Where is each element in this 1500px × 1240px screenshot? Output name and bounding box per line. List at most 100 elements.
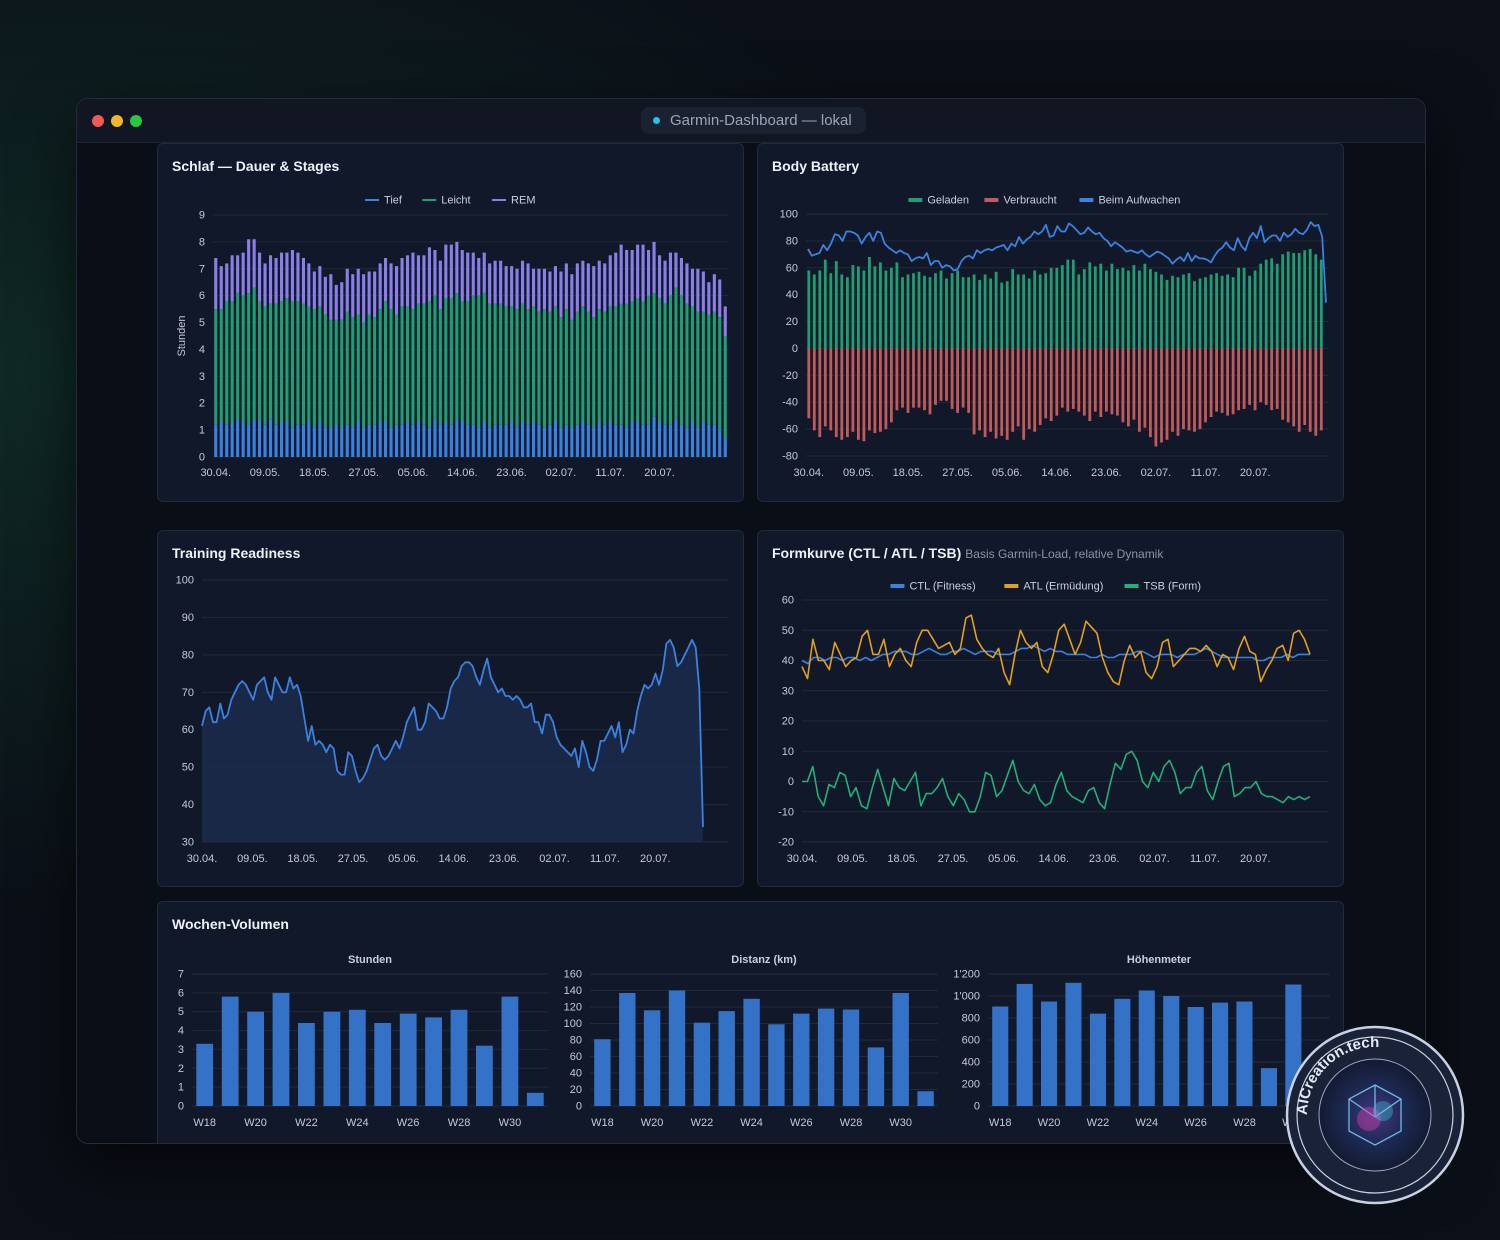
weekly-bar <box>526 1092 544 1106</box>
bb-spent-bar <box>1077 348 1081 412</box>
minimize-window-button[interactable] <box>111 115 123 127</box>
sleep-bar-tief <box>641 424 645 457</box>
ready-ytick-label: 80 <box>182 649 194 661</box>
sleep-bar-tief <box>427 427 431 457</box>
bb-charged-bar <box>1005 281 1009 349</box>
form-xtick-label: 27.05. <box>938 853 969 865</box>
sleep-bar-tief <box>395 424 399 457</box>
sleep-bar-leicht <box>575 311 579 425</box>
sleep-bar-tief <box>581 422 585 457</box>
sleep-legend-label: Tief <box>384 195 403 207</box>
sleep-bar-leicht <box>247 293 251 425</box>
sleep-bar-rem <box>334 284 338 320</box>
sleep-bar-rem <box>674 252 678 288</box>
bb-charged-bar <box>851 265 855 349</box>
bb-spent-bar <box>989 348 992 432</box>
bb-charged-bar <box>972 274 976 349</box>
weekly-bar <box>842 1009 860 1106</box>
bb-spent-bar <box>1281 348 1285 420</box>
bb-spent-bar <box>1248 348 1251 405</box>
bb-spent-bar <box>1038 348 1042 425</box>
sleep-bar-leicht <box>280 301 284 422</box>
bb-charged-bar <box>901 277 904 349</box>
bb-spent-bar <box>1231 348 1235 415</box>
bb-charged-bar <box>1132 265 1136 349</box>
bb-charged-bar <box>1182 274 1185 349</box>
bb-charged-bar <box>857 266 860 349</box>
sleep-bar-leicht <box>323 314 327 428</box>
bb-charged-bar <box>961 277 965 349</box>
sleep-bar-leicht <box>351 317 355 428</box>
bb-spent-bar <box>890 348 893 423</box>
bb-charged-bar <box>1143 263 1147 349</box>
sleep-bar-rem <box>269 255 273 304</box>
weekly-xtick-label: W22 <box>691 1117 714 1129</box>
close-window-button[interactable] <box>92 115 104 127</box>
weekly-xtick-label: W18 <box>591 1117 614 1129</box>
bb-charged-bar <box>840 274 844 349</box>
form-ytick-label: 40 <box>782 655 794 667</box>
form-legend-label: TSB (Form) <box>1144 581 1201 593</box>
ready-ytick-label: 40 <box>182 799 194 811</box>
bb-charged-bar <box>1066 259 1070 349</box>
bb-spent-bar <box>1105 348 1108 412</box>
bb-spent-bar <box>978 348 981 431</box>
sleep-bar-rem <box>422 255 426 304</box>
form-ytick-label: -20 <box>778 837 794 849</box>
title-bar: Garmin-Dashboard — lokal <box>77 99 1425 143</box>
bb-charged-bar <box>1105 270 1108 349</box>
bb-ytick-label: 40 <box>786 289 798 301</box>
weekly-xtick-label: W24 <box>740 1117 763 1129</box>
sleep-bar-tief <box>608 422 612 457</box>
bb-charged-bar <box>1275 263 1279 349</box>
bb-spent-bar <box>829 348 833 431</box>
sleep-bar-rem <box>274 258 278 304</box>
weekly-bar <box>892 993 909 1106</box>
sleep-bar-leicht <box>219 309 223 422</box>
sleep-bar-rem <box>707 282 711 315</box>
weekly-xtick-label: W24 <box>1135 1117 1158 1129</box>
sleep-bar-leicht <box>663 303 667 425</box>
bb-spent-bar <box>1193 348 1196 432</box>
sleep-bar-rem <box>345 268 349 312</box>
weekly-bar <box>1089 1013 1106 1106</box>
sleep-bar-rem <box>455 241 459 293</box>
sleep-bar-rem <box>263 263 267 307</box>
sleep-bar-rem <box>570 274 574 320</box>
weekly-0-ytick-label: 3 <box>178 1044 184 1056</box>
ready-xtick-label: 27.05. <box>338 853 369 865</box>
form-xtick-label: 09.05. <box>837 853 868 865</box>
bb-charged-bar <box>1176 277 1180 349</box>
sleep-bar-tief <box>367 424 371 457</box>
sleep-bar-tief <box>307 422 311 457</box>
sleep-bar-leicht <box>340 319 344 428</box>
bb-spent-bar <box>1314 348 1318 436</box>
bb-spent-bar <box>939 348 943 401</box>
status-dot-icon <box>653 117 660 124</box>
sleep-bar-tief <box>362 427 366 457</box>
sleep-panel-title: Schlaf — Dauer & Stages <box>172 158 340 174</box>
sleep-bar-tief <box>406 422 410 457</box>
weekly-1-ytick-label: 60 <box>570 1051 582 1063</box>
weekly-bar <box>643 1010 661 1106</box>
sleep-bar-rem <box>482 252 486 293</box>
sleep-bar-leicht <box>532 306 536 422</box>
maximize-window-button[interactable] <box>130 115 142 127</box>
bb-charged-bar <box>1049 267 1053 349</box>
sleep-bar-rem <box>247 239 251 293</box>
sleep-bar-rem <box>389 263 393 310</box>
bb-spent-bar <box>823 348 827 427</box>
bb-charged-bar <box>1198 278 1202 349</box>
sleep-bar-tief <box>614 424 618 457</box>
sleep-bar-leicht <box>658 298 662 423</box>
sleep-bar-leicht <box>471 295 475 425</box>
weekly-bar <box>1016 983 1033 1106</box>
sleep-bar-tief <box>384 422 388 457</box>
weekly-xtick-label: W28 <box>840 1117 863 1129</box>
bb-xtick-label: 14.06. <box>1041 467 1072 479</box>
form-xtick-label: 14.06. <box>1039 853 1070 865</box>
weekly-2-ytick-label: 1'200 <box>953 969 980 981</box>
sleep-bar-leicht <box>548 311 552 425</box>
bb-charged-bar <box>1270 258 1274 349</box>
bb-charged-bar <box>1226 274 1229 349</box>
